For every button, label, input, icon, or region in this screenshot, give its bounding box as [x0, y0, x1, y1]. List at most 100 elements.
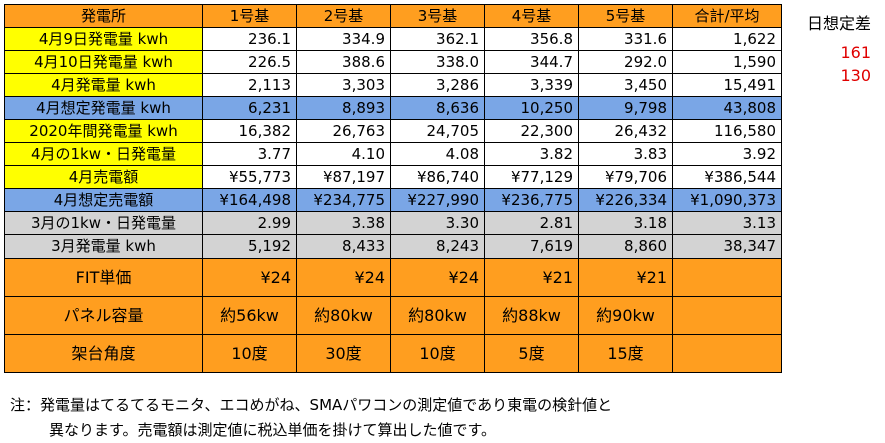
- header-cell-unit1: 1号基: [202, 4, 297, 28]
- table-row: 4月売電額 ¥55,773 ¥87,197 ¥86,740 ¥77,129 ¥7…: [4, 165, 782, 189]
- cell-value: 4.08: [390, 142, 485, 166]
- cell-value: 3,339: [484, 73, 579, 97]
- cell-value: 3.82: [484, 142, 579, 166]
- cell-value: ¥87,197: [296, 165, 391, 189]
- cell-value: 8,893: [296, 96, 391, 120]
- cell-value: 7,619: [484, 234, 579, 259]
- cell-total: 38,347: [672, 234, 782, 259]
- header-row: 発電所 1号基 2号基 3号基 4号基 5号基 合計/平均: [4, 4, 782, 28]
- cell-value: 22,300: [484, 119, 579, 143]
- cell-value: 226.5: [202, 50, 297, 74]
- table-row: 4月想定発電量 kwh 6,231 8,893 8,636 10,250 9,7…: [4, 96, 782, 120]
- table-row: 4月想定売電額 ¥164,498 ¥234,775 ¥227,990 ¥236,…: [4, 188, 782, 212]
- cell-value: 344.7: [484, 50, 579, 74]
- daily-forecast-diff-title: 日想定差: [806, 14, 871, 33]
- cell-value: 15度: [578, 334, 673, 373]
- cell-total: 116,580: [672, 119, 782, 143]
- cell-value: 5,192: [202, 234, 297, 259]
- cell-total: 1,590: [672, 50, 782, 74]
- cell-value: 8,636: [390, 96, 485, 120]
- row-label: 4月発電量 kwh: [4, 73, 203, 97]
- row-label: 3月の1kw・日発電量: [4, 211, 203, 235]
- cell-value: 3,303: [296, 73, 391, 97]
- power-generation-table: 発電所 1号基 2号基 3号基 4号基 5号基 合計/平均 4月9日発電量 kw…: [4, 4, 782, 373]
- table-row: 3月発電量 kwh 5,192 8,433 8,243 7,619 8,860 …: [4, 234, 782, 259]
- table-row: パネル容量 約56kw 約80kw 約80kw 約88kw 約90kw: [4, 296, 782, 335]
- row-label: 4月想定発電量 kwh: [4, 96, 203, 120]
- header-cell-unit2: 2号基: [296, 4, 391, 28]
- cell-value: 3.18: [578, 211, 673, 235]
- cell-value: 26,432: [578, 119, 673, 143]
- cell-value: 338.0: [390, 50, 485, 74]
- footnote-line: 注：発電量はてるてるモニタ、エコめがね、SMAパワコンの測定値であり東電の検針値…: [10, 396, 613, 414]
- table-row: 架台角度 10度 30度 10度 5度 15度: [4, 334, 782, 373]
- cell-value: ¥227,990: [390, 188, 485, 212]
- header-cell-unit3: 3号基: [390, 4, 485, 28]
- header-cell-unit5: 5号基: [578, 4, 673, 28]
- row-label: 4月売電額: [4, 165, 203, 189]
- table-row: 4月10日発電量 kwh 226.5 388.6 338.0 344.7 292…: [4, 50, 782, 74]
- cell-value: 約80kw: [390, 296, 485, 335]
- header-cell-total: 合計/平均: [672, 4, 782, 28]
- cell-value: ¥234,775: [296, 188, 391, 212]
- cell-value: 3.30: [390, 211, 485, 235]
- cell-value: ¥226,334: [578, 188, 673, 212]
- cell-value: ¥24: [390, 258, 485, 297]
- cell-value: 3.77: [202, 142, 297, 166]
- row-label: 4月想定売電額: [4, 188, 203, 212]
- cell-total: 1,622: [672, 27, 782, 51]
- cell-value: ¥55,773: [202, 165, 297, 189]
- footnote-line: 異なります。売電額は測定値に税込単価を掛けて算出した値です。: [49, 421, 497, 439]
- cell-value: 292.0: [578, 50, 673, 74]
- cell-value: 8,433: [296, 234, 391, 259]
- cell-value: ¥24: [296, 258, 391, 297]
- row-label: 4月10日発電量 kwh: [4, 50, 203, 74]
- cell-total: 43,808: [672, 96, 782, 120]
- table-row: 2020年間発電量 kwh 16,382 26,763 24,705 22,30…: [4, 119, 782, 143]
- cell-total: 15,491: [672, 73, 782, 97]
- table-row: 4月の1kw・日発電量 3.77 4.10 4.08 3.82 3.83 3.9…: [4, 142, 782, 166]
- cell-value: 5度: [484, 334, 579, 373]
- row-label: 2020年間発電量 kwh: [4, 119, 203, 143]
- cell-total: ¥1,090,373: [672, 188, 782, 212]
- row-label: 架台角度: [4, 334, 203, 373]
- cell-value: 2.99: [202, 211, 297, 235]
- row-label: 4月9日発電量 kwh: [4, 27, 203, 51]
- cell-value: 10度: [202, 334, 297, 373]
- cell-value: 388.6: [296, 50, 391, 74]
- cell-value: 30度: [296, 334, 391, 373]
- cell-value: 362.1: [390, 27, 485, 51]
- cell-value: 10度: [390, 334, 485, 373]
- cell-value: ¥79,706: [578, 165, 673, 189]
- cell-value: ¥164,498: [202, 188, 297, 212]
- cell-total: 3.13: [672, 211, 782, 235]
- row-label: 3月発電量 kwh: [4, 234, 203, 259]
- header-cell-plant: 発電所: [4, 4, 203, 28]
- cell-value: 8,860: [578, 234, 673, 259]
- table-row: 3月の1kw・日発電量 2.99 3.38 3.30 2.81 3.18 3.1…: [4, 211, 782, 235]
- cell-value: 約80kw: [296, 296, 391, 335]
- cell-total: [672, 296, 782, 335]
- cell-total: ¥386,544: [672, 165, 782, 189]
- cell-value: 26,763: [296, 119, 391, 143]
- cell-value: ¥77,129: [484, 165, 579, 189]
- cell-value: ¥24: [202, 258, 297, 297]
- cell-value: 331.6: [578, 27, 673, 51]
- cell-value: 約88kw: [484, 296, 579, 335]
- table-row: FIT単価 ¥24 ¥24 ¥24 ¥21 ¥21: [4, 258, 782, 297]
- cell-value: 3.83: [578, 142, 673, 166]
- cell-total: [672, 258, 782, 297]
- cell-value: 2,113: [202, 73, 297, 97]
- row-label: 4月の1kw・日発電量: [4, 142, 203, 166]
- cell-value: 236.1: [202, 27, 297, 51]
- cell-value: 10,250: [484, 96, 579, 120]
- table-row: 4月9日発電量 kwh 236.1 334.9 362.1 356.8 331.…: [4, 27, 782, 51]
- cell-value: ¥236,775: [484, 188, 579, 212]
- cell-value: 2.81: [484, 211, 579, 235]
- cell-value: 4.10: [296, 142, 391, 166]
- row-label: パネル容量: [4, 296, 203, 335]
- cell-value: 3,450: [578, 73, 673, 97]
- cell-value: 24,705: [390, 119, 485, 143]
- cell-value: 3,286: [390, 73, 485, 97]
- cell-value: 6,231: [202, 96, 297, 120]
